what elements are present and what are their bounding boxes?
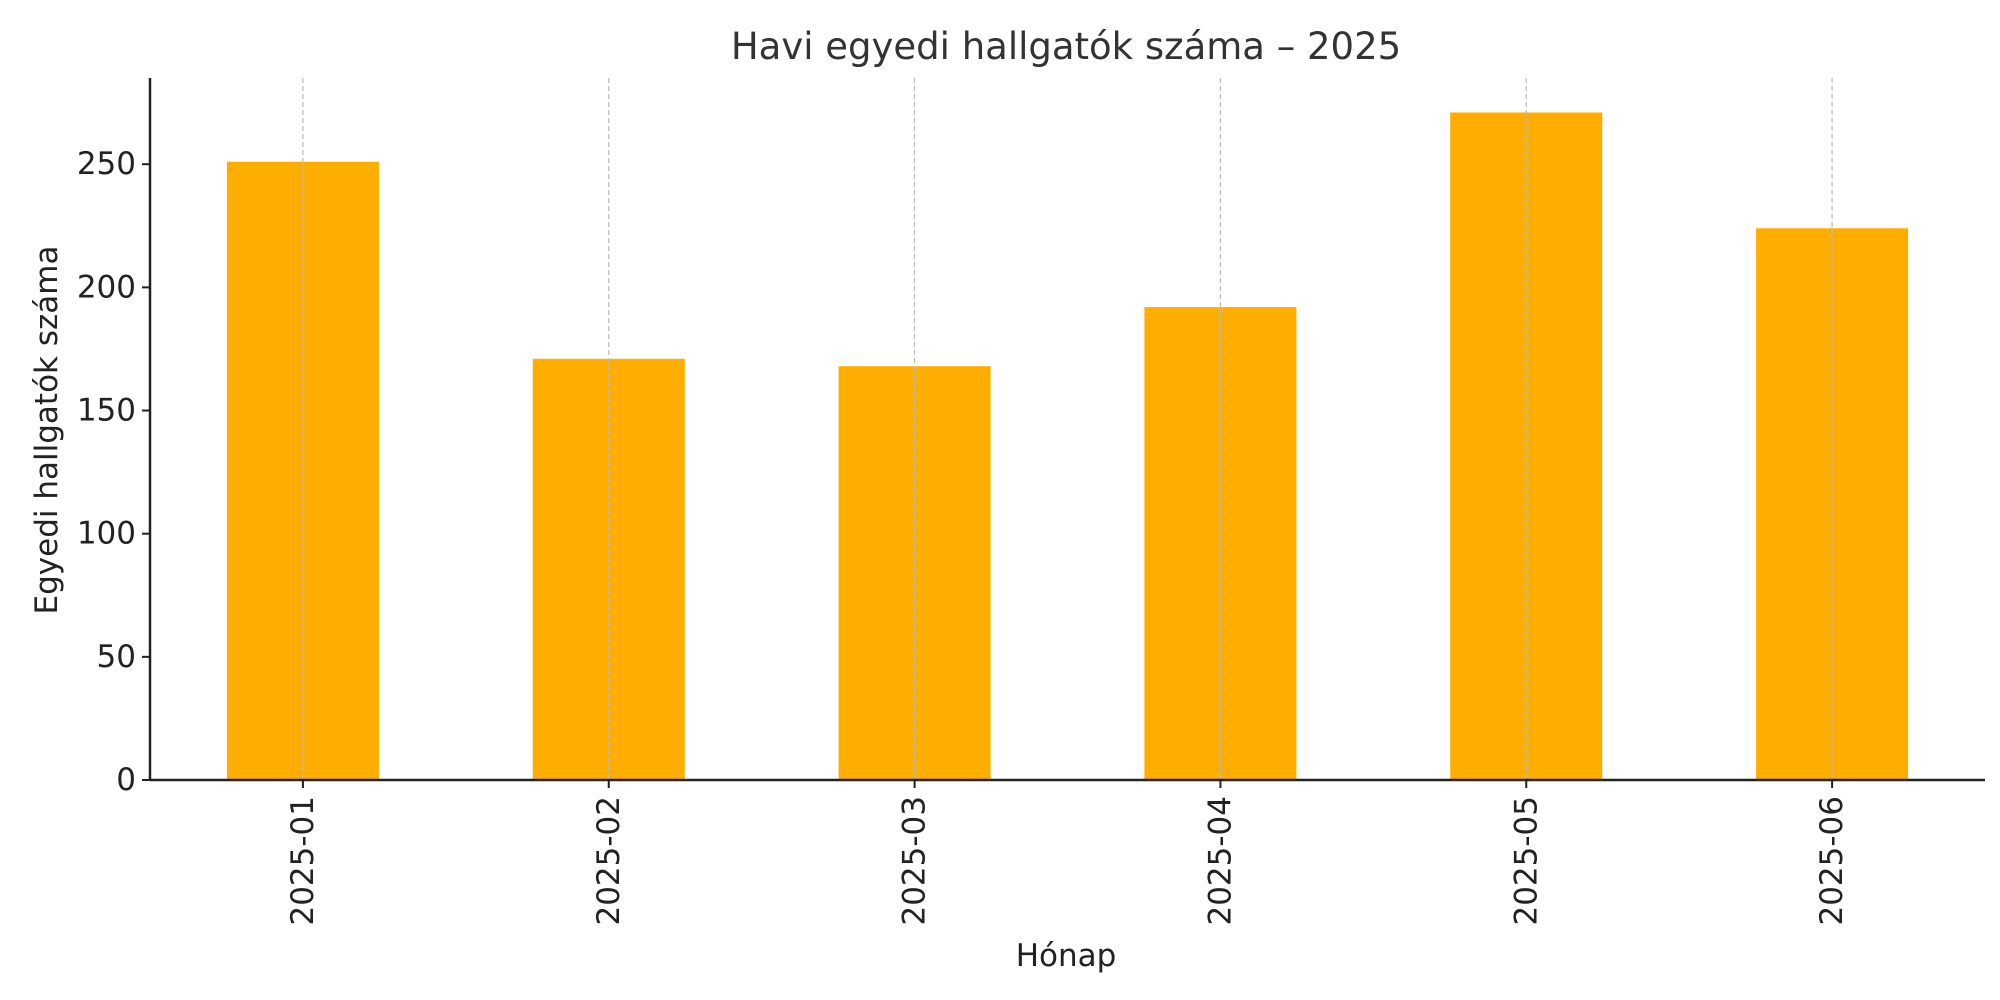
- x-tick-label-2025-03: 2025-03: [897, 796, 933, 926]
- bars-layer: [226, 112, 1909, 781]
- y-tick-label-100: 100: [77, 516, 136, 552]
- bar-2025-03: [838, 366, 991, 780]
- y-tick-label-250: 250: [77, 146, 136, 182]
- y-tick-label-0: 0: [116, 762, 136, 798]
- x-tick-label-2025-05: 2025-05: [1508, 796, 1544, 926]
- chart-title: Havi egyedi hallgatók száma – 2025: [731, 25, 1401, 68]
- x-tick-label-2025-06: 2025-06: [1814, 796, 1850, 926]
- y-axis-label: Egyedi hallgatók száma: [29, 246, 65, 615]
- axes-layer: [148, 78, 1985, 782]
- x-tick-label-2025-04: 2025-04: [1202, 796, 1238, 926]
- ticks-layer: 0 50 100 150 200 250 2025-01 2025-02 2025-03 2025…: [77, 146, 1850, 925]
- y-tick-label-200: 200: [77, 269, 136, 305]
- y-tick-label-150: 150: [77, 393, 136, 429]
- y-tick-label-50: 50: [97, 639, 136, 675]
- x-axis-label: Hónap: [1016, 938, 1117, 974]
- x-tick-label-2025-02: 2025-02: [591, 796, 627, 926]
- grid-overlay-layer: [302, 78, 1833, 780]
- x-tick-label-2025-01: 2025-01: [285, 796, 321, 926]
